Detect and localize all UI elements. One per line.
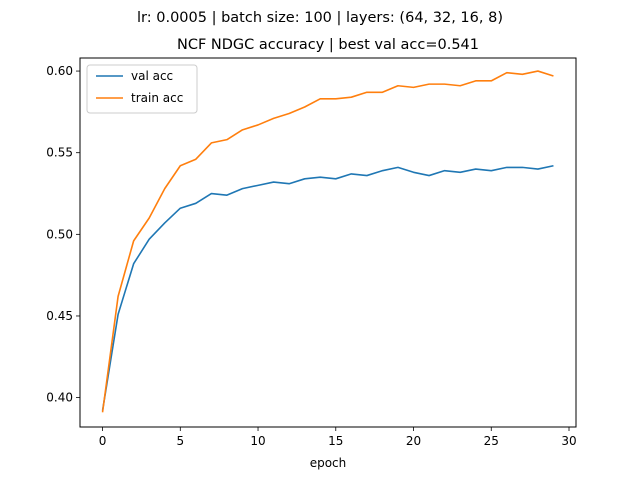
x-tick-label: 20 — [406, 434, 421, 448]
y-tick-label: 0.45 — [46, 309, 73, 323]
series-lines — [101, 70, 554, 413]
plot-area — [79, 57, 577, 428]
y-tick-label: 0.55 — [46, 146, 73, 160]
x-tick-label: 25 — [484, 434, 499, 448]
x-axis-label: epoch — [310, 456, 347, 470]
legend-box — [86, 64, 198, 114]
legend-label-val-acc: val acc — [131, 69, 173, 83]
x-tick-label: 10 — [250, 434, 265, 448]
series-line-val-acc — [101, 164, 554, 411]
y-tick-label: 0.50 — [46, 227, 73, 241]
legend-label-train-acc: train acc — [131, 91, 183, 105]
y-tick-label: 0.60 — [46, 64, 73, 78]
x-tick-label: 0 — [99, 434, 107, 448]
x-tick-label: 15 — [328, 434, 343, 448]
y-axis-ticks: 0.40 0.45 0.50 0.55 0.60 — [46, 64, 80, 405]
x-axis-ticks: 0 5 10 15 20 25 30 — [99, 427, 577, 448]
chart-title: NCF NDGC accuracy | best val acc=0.541 — [177, 37, 479, 53]
x-tick-label: 30 — [561, 434, 576, 448]
x-tick-label: 5 — [176, 434, 184, 448]
chart-suptitle: lr: 0.0005 | batch size: 100 | layers: (… — [137, 10, 503, 26]
legend: val acc train acc — [86, 64, 198, 114]
plot-frame — [79, 57, 577, 428]
series-line-train-acc — [101, 70, 554, 413]
y-tick-label: 0.40 — [46, 391, 73, 405]
